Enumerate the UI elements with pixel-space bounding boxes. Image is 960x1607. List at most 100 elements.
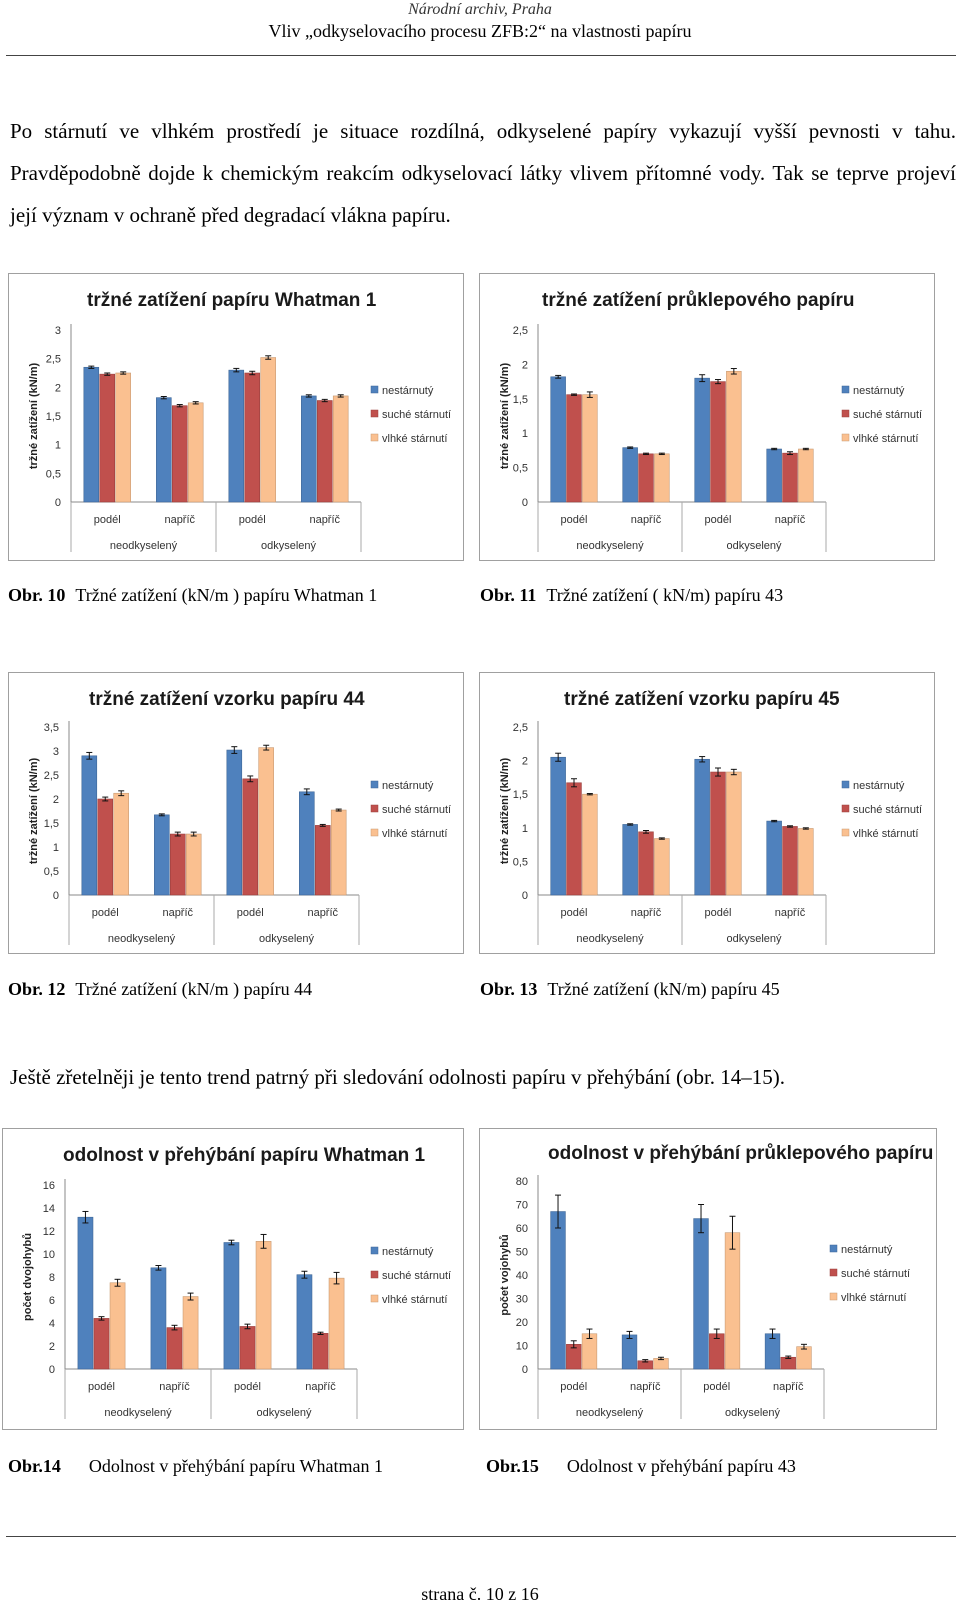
y-tick-label: 3 xyxy=(53,746,59,758)
y-tick-label: 0,5 xyxy=(46,468,61,480)
y-tick-label: 0,5 xyxy=(513,856,528,868)
bar-suche xyxy=(316,400,333,503)
legend-swatch-nestarnuty xyxy=(370,780,379,789)
legend-swatch-vlhke xyxy=(841,828,850,837)
y-tick-label: 1,5 xyxy=(513,394,528,406)
paragraph-2: Ještě zřetelněji je tento trend patrný p… xyxy=(10,1065,786,1089)
page-header: Národní archiv, Praha Vliv „odkyselovací… xyxy=(0,0,960,42)
y-tick-label: 16 xyxy=(43,1180,55,1192)
group-label: neodkyselený xyxy=(576,933,644,945)
x-tick-label: napříč xyxy=(631,907,662,919)
caption-text: Tržné zatížení (kN/m ) papíru 44 xyxy=(75,979,313,999)
group-label: neodkyselený xyxy=(108,933,176,945)
legend-label: nestárnutý xyxy=(382,780,434,792)
bar-suche xyxy=(782,826,798,896)
bar-nestarnuty xyxy=(622,824,638,896)
y-tick-label: 2 xyxy=(55,382,61,394)
y-tick-label: 1 xyxy=(53,842,59,854)
y-tick-label: 0 xyxy=(49,1364,55,1376)
y-axis-label: počet vojohybů xyxy=(499,1234,511,1315)
bar-nestarnuty xyxy=(226,749,243,896)
legend-label: suché stárnutí xyxy=(853,409,922,421)
bar-suche xyxy=(782,452,798,503)
chart-title: tržné zatížení průklepového papíru xyxy=(542,290,855,311)
legend-label: vlhké stárnutí xyxy=(853,433,918,445)
legend-label: vlhké stárnutí xyxy=(382,433,447,445)
group-label: odkyselený xyxy=(261,540,317,552)
bar-nestarnuty xyxy=(766,820,782,896)
y-tick-label: 0 xyxy=(522,1364,528,1376)
bar-suche xyxy=(780,1356,796,1370)
y-tick-label: 70 xyxy=(516,1200,528,1212)
x-tick-label: podél xyxy=(705,907,732,919)
bar-nestarnuty xyxy=(764,1333,781,1370)
bar-nestarnuty xyxy=(156,397,172,503)
y-tick-label: 10 xyxy=(516,1341,528,1353)
bar-vlhke xyxy=(330,809,347,896)
bar-vlhke xyxy=(182,1296,199,1370)
bar-vlhke xyxy=(582,394,598,503)
bar-vlhke xyxy=(260,357,276,503)
legend-swatch-vlhke xyxy=(370,433,379,442)
caption-obr15: Obr.15 Odolnost v přehýbání papíru 43 xyxy=(486,1456,796,1477)
bar-vlhke xyxy=(798,828,814,896)
y-tick-label: 10 xyxy=(43,1249,55,1261)
bar-suche xyxy=(709,1333,725,1370)
y-axis-label: tržné zatížení (kN/m) xyxy=(28,362,40,469)
group-label: neodkyselený xyxy=(110,540,178,552)
bar-vlhke xyxy=(724,1232,741,1370)
legend-swatch-suche xyxy=(841,409,850,418)
chart-title: tržné zatížení vzorku papíru 45 xyxy=(564,689,840,710)
bar-suche xyxy=(710,381,726,503)
bar-nestarnuty xyxy=(622,447,638,503)
caption-number: Obr. 10 xyxy=(8,585,66,605)
bar-suche xyxy=(239,1326,256,1370)
y-tick-label: 0 xyxy=(53,890,59,902)
y-tick-label: 80 xyxy=(516,1176,528,1188)
bar-vlhke xyxy=(798,448,814,503)
legend-swatch-nestarnuty xyxy=(841,780,850,789)
chart-45-tensile: tržné zatížení vzorku papíru 45 0 0,5 1 1,5 2… xyxy=(499,689,922,945)
y-tick-label: 2,5 xyxy=(513,722,528,734)
bar-nestarnuty xyxy=(228,369,245,503)
x-tick-label: napříč xyxy=(309,514,340,526)
y-tick-label: 0,5 xyxy=(513,463,528,475)
bar-nestarnuty xyxy=(694,377,710,503)
bar-suche xyxy=(171,405,188,503)
bar-vlhke xyxy=(796,1346,812,1370)
chart-box-5: odolnost v přehýbání papíru Whatman 1 0 2 4… xyxy=(2,1128,464,1430)
chart-title: tržné zatížení vzorku papíru 44 xyxy=(89,689,365,710)
chart-pruklep-tensile: tržné zatížení průklepového papíru 0 0,5 1 1… xyxy=(499,290,922,552)
x-tick-label: podél xyxy=(88,1381,115,1393)
legend-swatch-nestarnuty xyxy=(829,1244,838,1253)
chart-box-2: tržné zatížení průklepového papíru 0 0,5 1 1… xyxy=(479,273,935,561)
bar-suche xyxy=(93,1318,110,1370)
group-label: neodkyselený xyxy=(104,1407,172,1419)
legend-label: suché stárnutí xyxy=(382,804,451,816)
caption-obr14: Obr.14 Odolnost v přehýbání papíru Whatma… xyxy=(8,1456,383,1477)
legend-label: suché stárnutí xyxy=(382,409,451,421)
bar-suche xyxy=(242,778,259,896)
y-tick-label: 4 xyxy=(49,1318,55,1330)
bar-suche xyxy=(566,782,582,896)
chart-box-1: tržné zatížení papíru Whatman 1 0 0,5 1 1,5 2… xyxy=(8,273,464,561)
x-tick-label: podél xyxy=(703,1381,730,1393)
legend-swatch-suche xyxy=(370,409,379,418)
bar-nestarnuty xyxy=(550,1211,566,1370)
caption-text: Odolnost v přehýbání papíru Whatman 1 xyxy=(88,1456,383,1476)
bar-vlhke xyxy=(115,372,131,503)
x-tick-label: podél xyxy=(94,514,121,526)
bar-vlhke xyxy=(258,747,274,896)
y-tick-label: 1,5 xyxy=(513,789,528,801)
legend-swatch-suche xyxy=(841,804,850,813)
caption-text: Tržné zatížení (kN/m) papíru 45 xyxy=(547,979,780,999)
y-tick-label: 1 xyxy=(55,440,61,452)
bar-vlhke xyxy=(581,1333,598,1370)
bar-vlhke xyxy=(654,838,670,896)
bar-nestarnuty xyxy=(81,755,98,896)
header-institution: Národní archiv, Praha xyxy=(408,1,552,18)
bar-vlhke xyxy=(187,402,204,503)
caption-number: Obr.15 xyxy=(486,1456,539,1476)
legend-label: nestárnutý xyxy=(841,1244,893,1256)
y-tick-label: 0 xyxy=(522,890,528,902)
